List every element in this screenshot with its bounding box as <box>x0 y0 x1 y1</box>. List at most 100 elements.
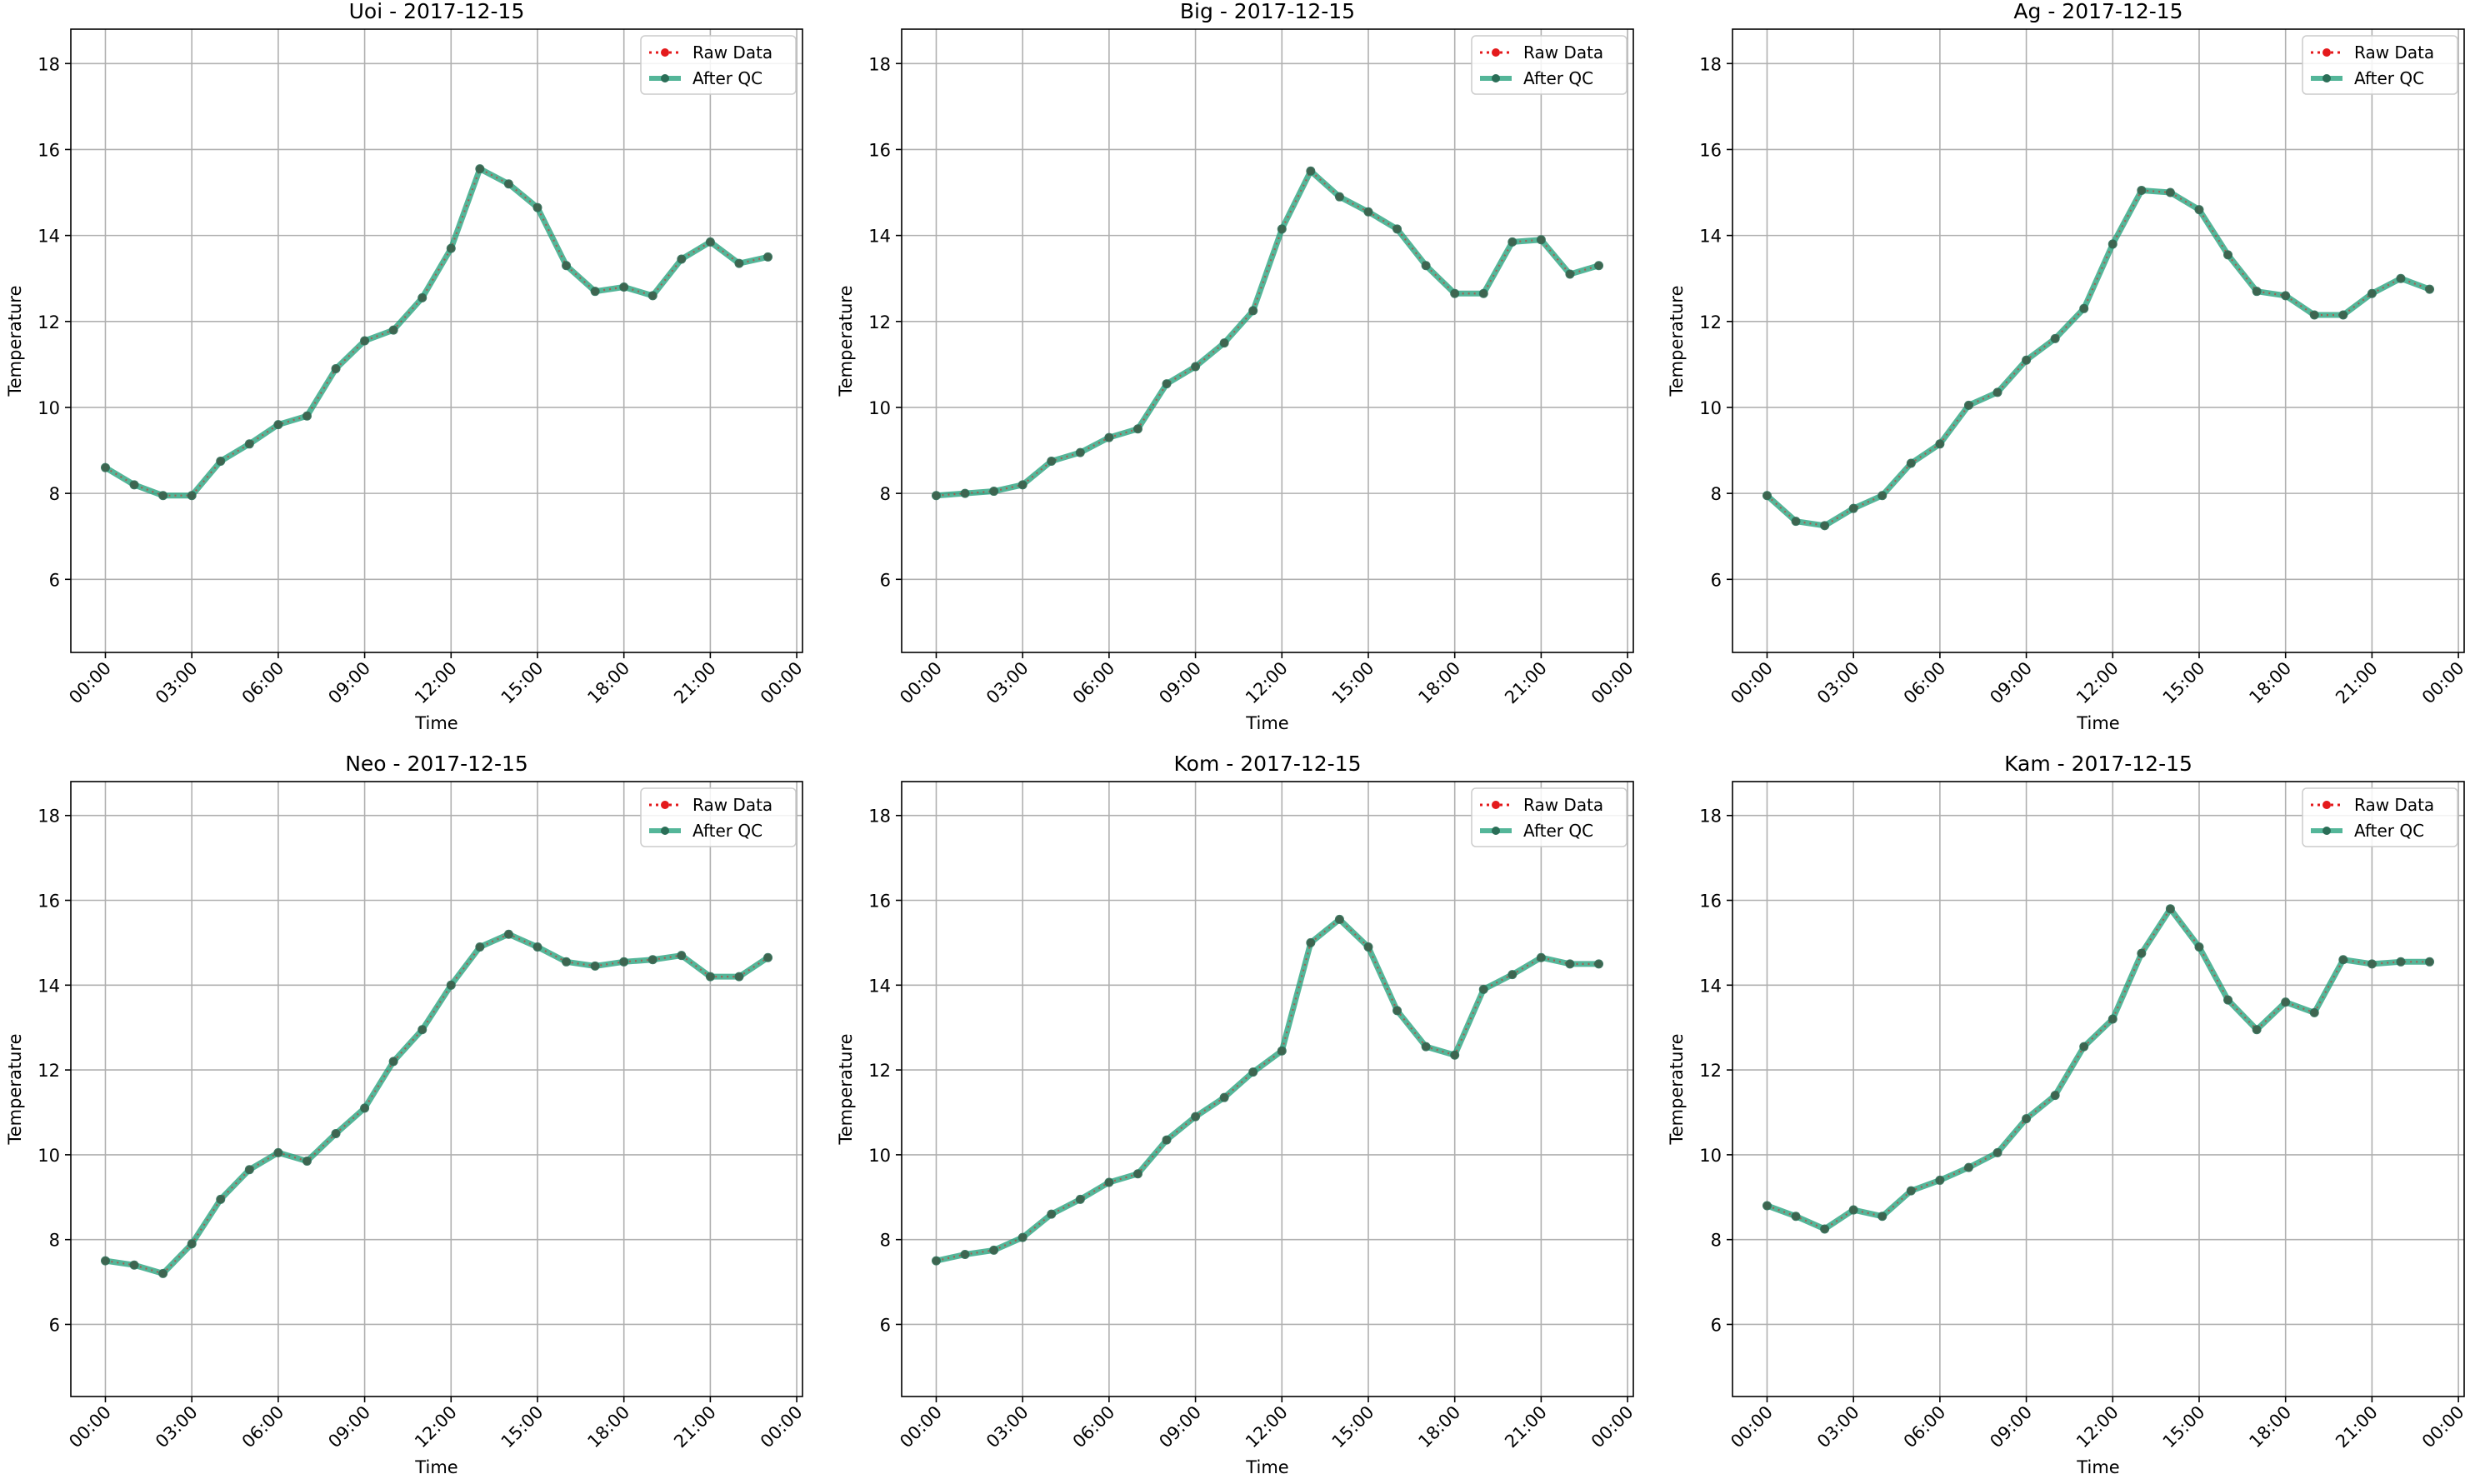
x-tick-label: 18:00 <box>2245 1402 2295 1452</box>
data-point-after-qc <box>677 951 687 961</box>
y-tick-label: 6 <box>1711 1315 1722 1335</box>
data-point-after-qc <box>2165 904 2175 914</box>
x-tick-label: 12:00 <box>1242 1402 1292 1452</box>
data-point-after-qc <box>1392 1006 1402 1016</box>
y-tick-label: 6 <box>880 1315 891 1335</box>
data-point-after-qc <box>2396 273 2406 283</box>
y-tick-label: 18 <box>868 54 891 74</box>
chart-title: Neo - 2017-12-15 <box>345 752 528 776</box>
series-line-raw-data <box>1766 189 2430 527</box>
series-line-after-qc <box>1766 906 2430 1232</box>
y-axis-label: Temperature <box>1667 1033 1687 1145</box>
data-point-after-qc <box>2338 955 2348 965</box>
x-tick-label: 18:00 <box>2245 658 2295 708</box>
x-tick-label: 00:00 <box>896 1402 946 1452</box>
data-point-after-qc <box>1450 1050 1460 1060</box>
data-point-after-qc <box>763 952 773 962</box>
x-axis-label: Time <box>2076 713 2119 733</box>
series-line-raw-data <box>105 933 769 1275</box>
data-point-after-qc <box>418 292 428 302</box>
data-point-after-qc <box>1992 1147 2002 1157</box>
x-tick-label: 00:00 <box>896 658 946 708</box>
x-tick-label: 09:00 <box>1155 1402 1205 1452</box>
data-point-after-qc <box>100 1256 110 1266</box>
x-tick-label: 00:00 <box>2418 1402 2468 1452</box>
y-tick-label: 16 <box>1699 892 1722 912</box>
x-tick-label: 09:00 <box>324 1402 374 1452</box>
data-point-after-qc <box>2137 185 2147 195</box>
data-point-after-qc <box>2281 997 2291 1007</box>
legend-label-after-qc: After QC <box>692 68 762 88</box>
data-point-after-qc <box>1047 1209 1057 1219</box>
data-point-after-qc <box>989 487 999 497</box>
data-point-after-qc <box>1536 952 1546 962</box>
data-point-after-qc <box>2367 288 2377 298</box>
y-tick-label: 8 <box>880 1231 891 1251</box>
data-point-after-qc <box>302 1157 312 1167</box>
data-point-after-qc <box>388 325 398 335</box>
x-tick-label: 00:00 <box>1588 1402 1638 1452</box>
y-tick-label: 14 <box>868 976 891 996</box>
data-point-after-qc <box>2079 303 2089 313</box>
data-point-after-qc <box>1992 387 2002 397</box>
y-tick-label: 18 <box>38 807 60 827</box>
chart-title: Ag - 2017-12-15 <box>2013 0 2182 23</box>
data-point-after-qc <box>2108 1014 2118 1024</box>
data-point-after-qc <box>1594 959 1604 969</box>
data-point-after-qc <box>1392 224 1402 234</box>
y-tick-label: 16 <box>868 140 891 160</box>
data-point-after-qc <box>418 1025 428 1035</box>
data-point-after-qc <box>532 942 542 952</box>
x-tick-label: 09:00 <box>324 658 374 708</box>
x-tick-label: 06:00 <box>1900 658 1950 708</box>
data-point-after-qc <box>1277 224 1287 234</box>
x-tick-label: 03:00 <box>1813 1402 1863 1452</box>
data-point-after-qc <box>2309 310 2319 320</box>
y-tick-label: 18 <box>38 54 60 74</box>
data-point-after-qc <box>1565 269 1575 279</box>
y-axis-label: Temperature <box>836 1033 856 1145</box>
legend-marker-after-qc <box>661 827 669 835</box>
x-tick-label: 09:00 <box>1155 658 1205 708</box>
x-tick-label: 06:00 <box>238 1402 288 1452</box>
data-point-after-qc <box>705 237 715 247</box>
x-tick-label: 00:00 <box>2418 658 2468 708</box>
data-point-after-qc <box>187 491 197 501</box>
data-point-after-qc <box>619 282 629 292</box>
data-point-after-qc <box>2022 355 2032 365</box>
x-tick-label: 09:00 <box>1986 658 2036 708</box>
y-tick-label: 8 <box>1711 484 1722 504</box>
y-tick-label: 12 <box>868 312 891 332</box>
data-point-after-qc <box>2223 250 2233 260</box>
data-point-after-qc <box>1306 937 1316 947</box>
x-tick-label: 12:00 <box>2072 658 2122 708</box>
data-point-after-qc <box>475 942 485 952</box>
y-axis-label: Temperature <box>5 285 25 397</box>
data-point-after-qc <box>1162 379 1172 389</box>
y-tick-label: 12 <box>1699 1061 1722 1081</box>
x-tick-label: 00:00 <box>1588 658 1638 708</box>
x-tick-label: 00:00 <box>65 1402 115 1452</box>
x-tick-label: 21:00 <box>2332 658 2382 708</box>
data-point-after-qc <box>158 1268 168 1278</box>
data-point-after-qc <box>2022 1114 2032 1124</box>
x-tick-label: 15:00 <box>498 1402 548 1452</box>
x-tick-label: 18:00 <box>583 1402 633 1452</box>
data-point-after-qc <box>1450 288 1460 298</box>
data-point-after-qc <box>1536 235 1546 245</box>
x-tick-label: 03:00 <box>982 658 1032 708</box>
data-point-after-qc <box>1047 456 1057 466</box>
data-point-after-qc <box>1334 192 1344 202</box>
y-tick-label: 12 <box>38 1061 60 1081</box>
data-point-after-qc <box>960 488 970 498</box>
x-tick-label: 06:00 <box>1069 1402 1119 1452</box>
data-point-after-qc <box>1565 959 1575 969</box>
data-point-after-qc <box>244 439 254 449</box>
data-point-after-qc <box>1104 1177 1114 1187</box>
y-tick-label: 14 <box>38 976 60 996</box>
axes-frame <box>901 781 1634 1397</box>
y-tick-label: 6 <box>1711 570 1722 590</box>
data-point-after-qc <box>2309 1007 2319 1017</box>
data-point-after-qc <box>931 1256 941 1266</box>
x-tick-label: 09:00 <box>1986 1402 2036 1452</box>
